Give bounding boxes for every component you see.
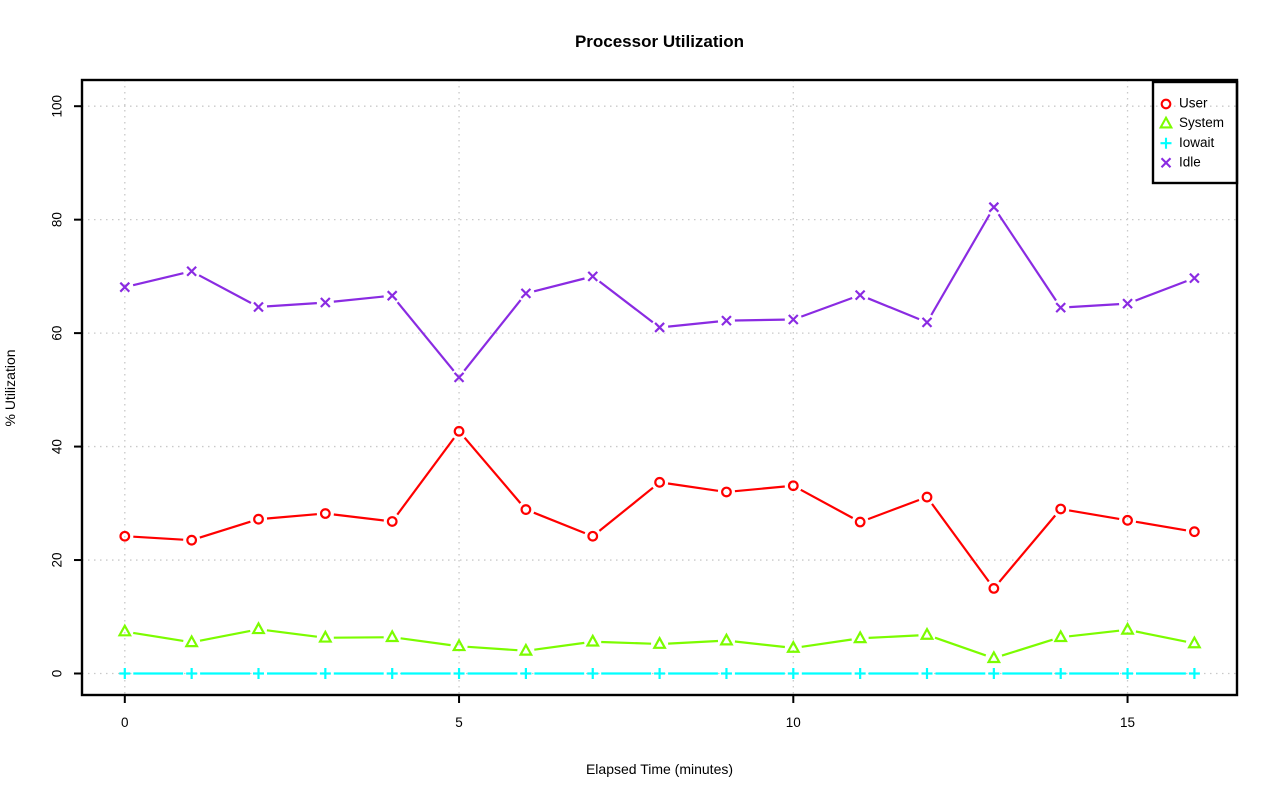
x-tick-label: 15 [1120, 715, 1135, 730]
y-tick-label: 20 [50, 553, 65, 568]
y-tick-label: 40 [50, 439, 65, 454]
legend-marker-x-icon [1160, 157, 1172, 169]
y-tick-label: 60 [50, 326, 65, 341]
legend: User System Iowait Idle [1151, 80, 1239, 185]
legend-label: System [1179, 115, 1224, 130]
series-user [119, 425, 1200, 594]
y-tick-label: 0 [50, 670, 65, 678]
legend-marker-triangle-icon [1158, 115, 1174, 129]
legend-box [1151, 80, 1239, 185]
legend-marker-plus-icon [1160, 137, 1172, 149]
legend-item-idle: Idle [1160, 154, 1201, 169]
x-axis-ticks: 0 5 10 15 [121, 695, 1135, 730]
y-tick-label: 100 [50, 95, 65, 118]
legend-item-user: User [1160, 96, 1208, 111]
plot-border [80, 78, 1239, 697]
y-tick-label: 80 [50, 212, 65, 227]
legend-label: User [1179, 96, 1208, 111]
x-tick-label: 0 [121, 715, 129, 730]
series-system [117, 621, 1202, 664]
x-tick-label: 10 [786, 715, 801, 730]
legend-item-system: System [1158, 115, 1224, 130]
gridlines [82, 80, 1237, 695]
x-axis-label: Elapsed Time (minutes) [585, 761, 734, 777]
legend-label: Iowait [1179, 135, 1215, 150]
x-tick-label: 5 [455, 715, 463, 730]
legend-marker-circle-icon [1160, 98, 1172, 110]
series-iowait [119, 668, 1200, 679]
legend-label: Idle [1179, 154, 1201, 169]
chart-title: Processor Utilization [574, 32, 745, 51]
y-axis-ticks: 0 20 40 60 80 100 [50, 95, 82, 677]
legend-item-iowait: Iowait [1160, 135, 1215, 150]
y-axis-label: % Utilization [2, 349, 18, 427]
series-idle [119, 201, 1200, 383]
